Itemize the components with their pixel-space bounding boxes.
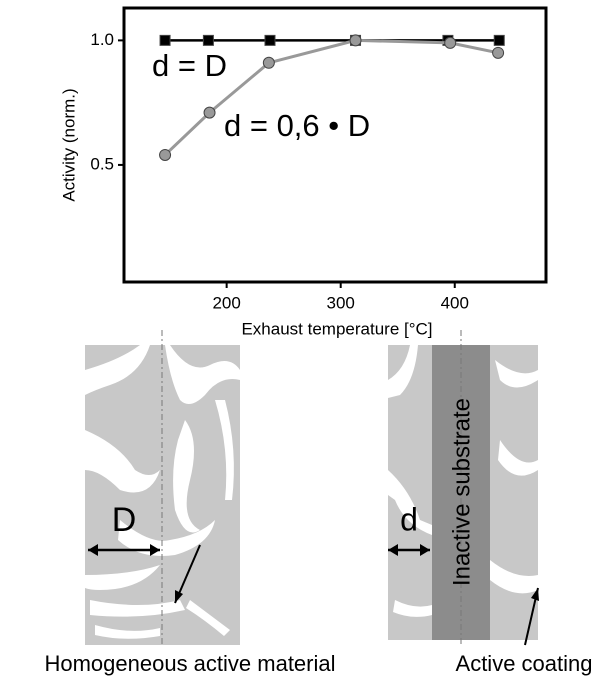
marker xyxy=(264,34,276,46)
x-tick-label: 200 xyxy=(212,293,240,312)
x-tick-label: 400 xyxy=(441,293,469,312)
marker xyxy=(203,106,216,119)
pores xyxy=(85,345,240,639)
series-line xyxy=(164,38,499,157)
marker xyxy=(444,36,457,49)
marker xyxy=(159,148,172,161)
marker xyxy=(262,56,275,69)
y-tick-label: 0.5 xyxy=(90,154,114,173)
diagram: D Homogeneous active material Inactive s… xyxy=(44,330,592,676)
arrowheads xyxy=(388,544,430,556)
pointer-head xyxy=(175,590,183,603)
x-axis-label: Exhaust temperature [°C] xyxy=(241,319,432,338)
annotation: d = 0,6 • D xyxy=(224,108,370,143)
marker xyxy=(492,46,505,59)
marker xyxy=(202,34,214,46)
plot-frame xyxy=(122,6,548,284)
y-tick-label: 1.0 xyxy=(90,30,114,49)
substrate-label: Inactive substrate xyxy=(448,398,475,586)
substrate xyxy=(432,345,490,640)
x-tick-label: 300 xyxy=(327,293,355,312)
caption: Active coating xyxy=(456,651,593,676)
annotation: d = D xyxy=(152,48,227,83)
pointer-head xyxy=(531,588,539,601)
dimension-label: d xyxy=(400,501,418,537)
caption: Homogeneous active material xyxy=(44,651,335,676)
marker xyxy=(159,34,171,46)
y-axis-label: Activity (norm.) xyxy=(59,88,78,201)
pores xyxy=(388,345,538,617)
dimension-label: D xyxy=(112,501,137,539)
marker xyxy=(493,34,505,46)
marker xyxy=(349,34,362,47)
